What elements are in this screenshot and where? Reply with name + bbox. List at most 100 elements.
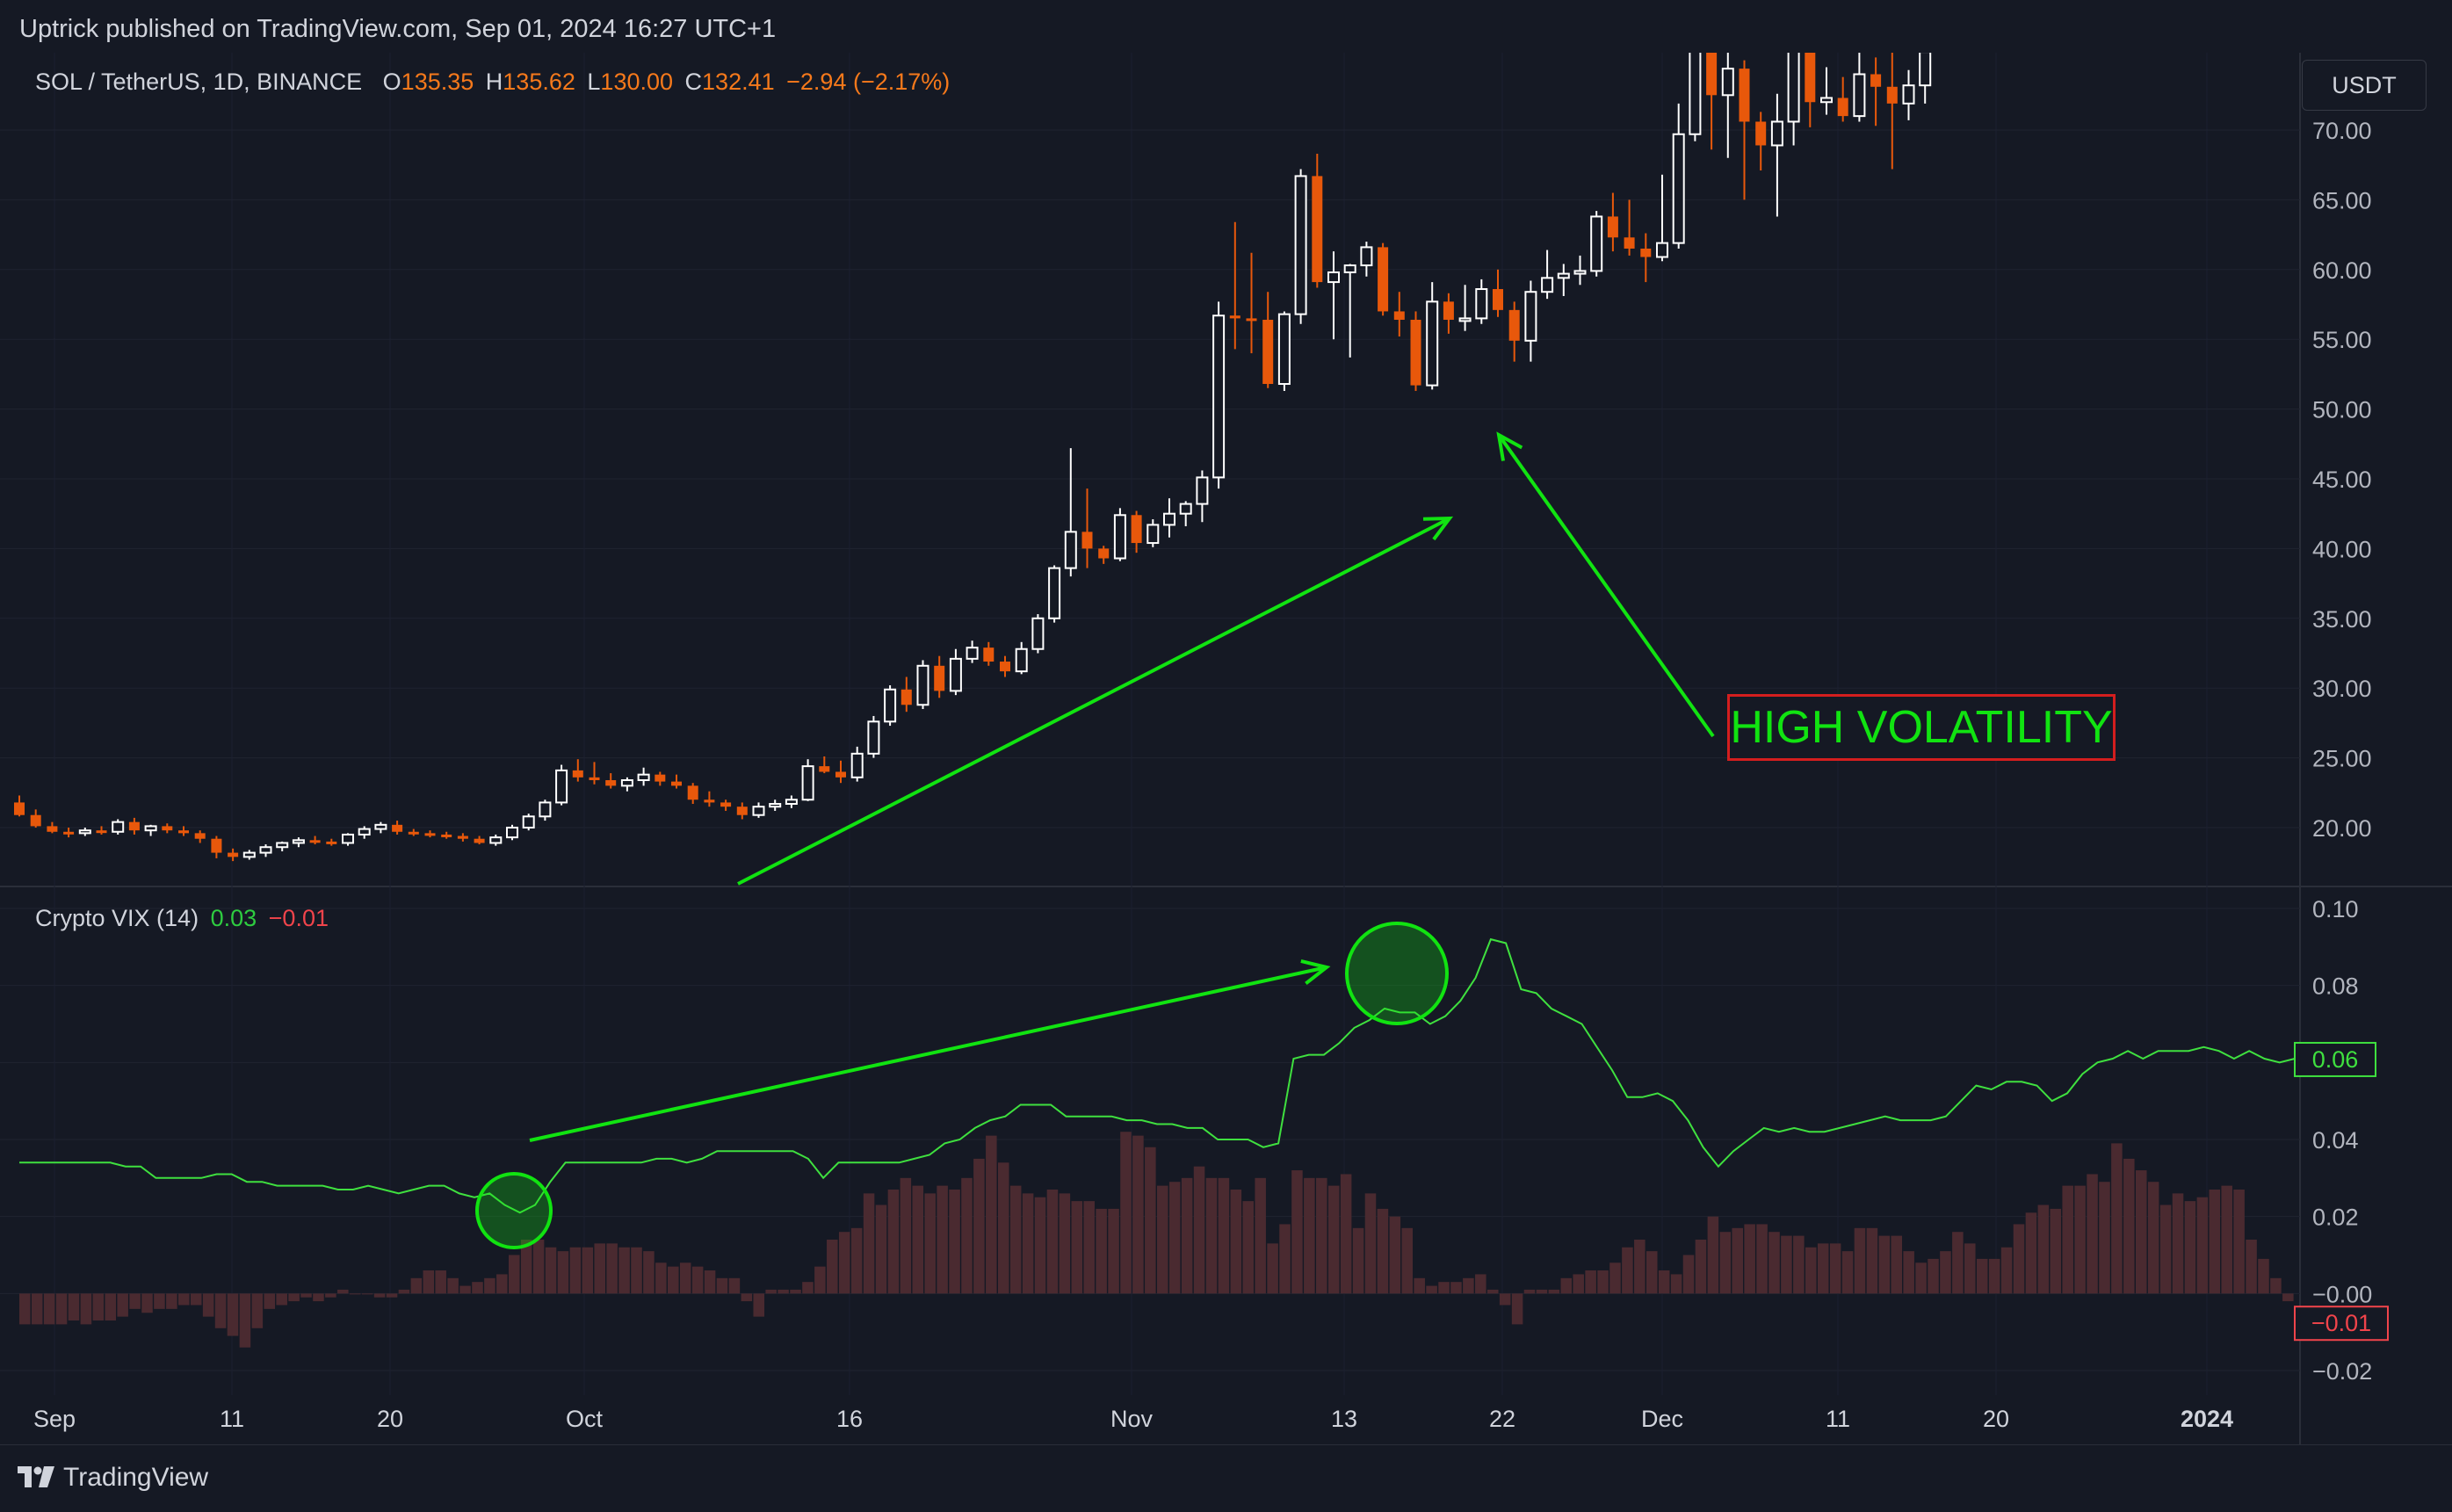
candle-body <box>1640 248 1652 257</box>
histogram-bar <box>264 1293 276 1309</box>
histogram-bar <box>1230 1189 1242 1294</box>
price-tick-label: 25.00 <box>2312 746 2372 772</box>
published-text: Uptrick published on TradingView.com, Se… <box>19 15 777 43</box>
change-value: −2.94 (−2.17%) <box>786 69 951 95</box>
histogram-bar <box>997 1162 1009 1294</box>
candle-body <box>884 688 897 723</box>
uptrend-arrow-shaft <box>737 517 1450 886</box>
ohlc-open-value: 135.35 <box>401 69 474 95</box>
histogram-bar <box>986 1135 997 1294</box>
volatility-arrow <box>1496 431 1715 738</box>
histogram-bar <box>691 1266 704 1294</box>
histogram-bar <box>1438 1282 1450 1294</box>
histogram-bar <box>2233 1189 2245 1294</box>
price-tick-label: 35.00 <box>2312 606 2372 633</box>
candle-body <box>522 815 535 829</box>
histogram-bar <box>631 1247 642 1294</box>
histogram-bar <box>19 1293 31 1325</box>
histogram-bar <box>1622 1247 1633 1294</box>
vix-trend-arrow <box>529 959 1331 1142</box>
candle-body <box>1590 215 1603 272</box>
histogram-bar <box>472 1282 483 1294</box>
histogram-bar <box>190 1293 202 1306</box>
price-tick-label: 45.00 <box>2312 467 2372 493</box>
histogram-bar <box>1940 1251 1951 1294</box>
chart-canvas[interactable]: 70.00 65.00 60.00 55.00 50.00 45.00 40.00 35.00… <box>0 0 2452 1445</box>
candle-body <box>1000 662 1010 672</box>
histogram-bar <box>2000 1247 2013 1294</box>
histogram-bar <box>569 1247 582 1294</box>
histogram-bar <box>361 1293 373 1295</box>
histogram-bar <box>887 1189 900 1294</box>
candle-body <box>1246 318 1257 322</box>
uptrend-arrow <box>737 516 1454 886</box>
indicator-value-2: −0.01 <box>268 905 329 931</box>
histogram-bar <box>1401 1227 1414 1294</box>
vix-axis: 0.10 0.08 0.06 0.04 0.02 −0.00 −0.02 <box>2312 896 2372 1385</box>
histogram-bar <box>1463 1277 1474 1294</box>
histogram-bar <box>728 1277 741 1294</box>
indicator-name: Crypto VIX (14) <box>35 905 199 931</box>
histogram-bar <box>1108 1208 1119 1294</box>
vix-tick-label: 0.04 <box>2312 1127 2359 1154</box>
time-tick-label: 11 <box>1826 1406 1850 1432</box>
candle-body <box>1360 246 1373 267</box>
histogram-bar <box>1585 1270 1596 1294</box>
histogram-bar <box>2123 1158 2135 1294</box>
ohlc-close-label: C <box>684 69 703 95</box>
histogram-bar <box>117 1293 128 1317</box>
candle-body <box>1573 270 1587 275</box>
vix-histogram <box>19 1132 2294 1348</box>
candle-body <box>1081 532 1093 549</box>
candle-body <box>211 838 222 853</box>
time-tick-label: 13 <box>1331 1406 1357 1432</box>
histogram-bar <box>679 1262 691 1294</box>
main-legend: SOL / TetherUS, 1D, BINANCE O135.35 H135… <box>35 69 955 96</box>
histogram-bar <box>704 1270 716 1294</box>
histogram-bar <box>1841 1251 1854 1294</box>
histogram-bar <box>1928 1258 1939 1294</box>
price-candles <box>14 53 1932 862</box>
histogram-bar <box>1854 1227 1866 1294</box>
candle-body <box>1475 288 1488 320</box>
histogram-bar <box>937 1185 948 1294</box>
tradingview-logo-icon <box>18 1466 54 1487</box>
candle-body <box>228 852 239 857</box>
candle-body <box>1048 567 1061 619</box>
histogram-bar <box>1059 1193 1071 1294</box>
candle-body <box>292 839 305 844</box>
candle-body <box>1787 53 1800 123</box>
candle-body <box>326 841 337 844</box>
histogram-bar <box>1793 1235 1805 1294</box>
candle-body <box>637 773 650 782</box>
candle-body <box>1458 317 1472 322</box>
histogram-bar <box>1426 1285 1437 1294</box>
histogram-bar <box>1609 1262 1621 1294</box>
candle-body <box>1212 315 1226 479</box>
candle-body <box>736 807 748 815</box>
histogram-bar <box>2159 1205 2172 1294</box>
histogram-bar <box>1267 1243 1278 1294</box>
candle-body <box>1706 53 1718 96</box>
vix-line-group: 0.06 −0.01 <box>19 937 2389 1342</box>
histogram-bar <box>1523 1289 1536 1294</box>
time-tick-label: 20 <box>377 1406 403 1432</box>
candle-body <box>1557 272 1570 279</box>
histogram-bar <box>141 1293 153 1313</box>
histogram-bar <box>1682 1255 1695 1294</box>
candle-body <box>1277 313 1291 386</box>
hist-value-badge-text: −0.01 <box>2311 1310 2371 1336</box>
tradingview-logo[interactable]: TradingView <box>18 1463 208 1493</box>
vix-low-circle <box>475 1172 553 1249</box>
candle-body <box>309 840 321 843</box>
candle-body <box>1146 524 1160 545</box>
histogram-bar <box>2087 1174 2098 1294</box>
candle-body <box>1343 264 1356 273</box>
histogram-bar <box>827 1239 838 1294</box>
currency-button[interactable]: USDT <box>2302 60 2427 111</box>
price-tick-label: 30.00 <box>2312 676 2372 702</box>
histogram-bar <box>863 1193 875 1294</box>
candle-body <box>1770 120 1783 147</box>
histogram-bar <box>227 1293 239 1336</box>
histogram-bar <box>532 1239 545 1294</box>
